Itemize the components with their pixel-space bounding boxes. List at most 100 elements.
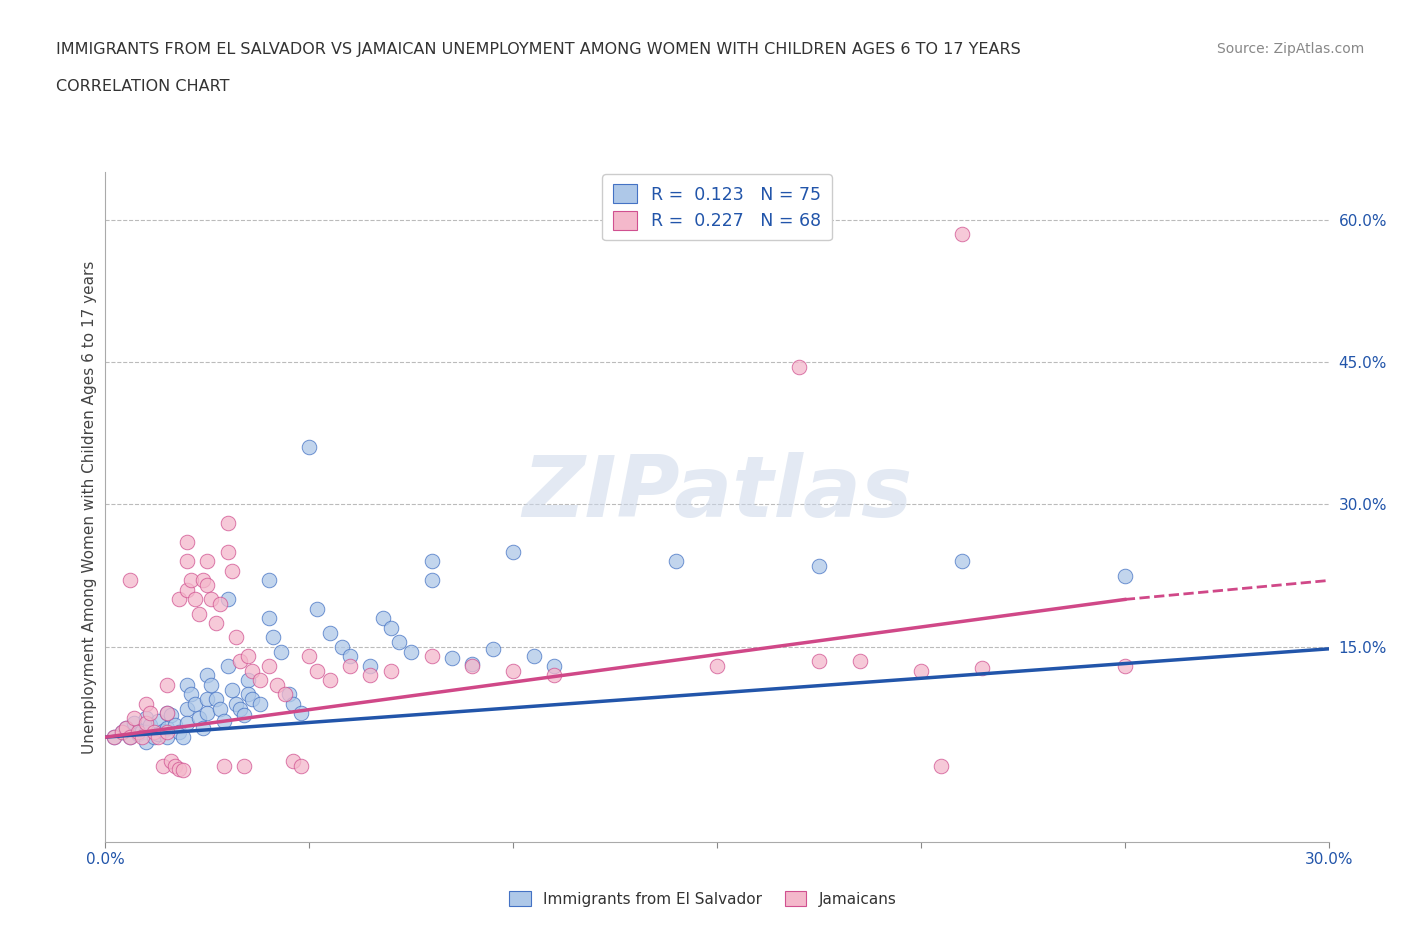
Point [950, 554, 973, 569]
Point [481, 642, 505, 657]
Point [156, 706, 179, 721]
Point [135, 725, 157, 740]
Point [188, 711, 211, 725]
Point [910, 663, 932, 678]
Point [180, 573, 202, 588]
Point [298, 440, 321, 455]
Point [388, 635, 411, 650]
Point [176, 677, 198, 692]
Text: Source: ZipAtlas.com: Source: ZipAtlas.com [1216, 42, 1364, 56]
Point [172, 763, 194, 777]
Point [172, 730, 194, 745]
Point [200, 592, 222, 607]
Point [380, 620, 402, 635]
Point [360, 668, 382, 683]
Point [118, 730, 141, 745]
Point [339, 658, 361, 673]
Point [240, 663, 263, 678]
Point [115, 720, 138, 735]
Point [318, 672, 342, 687]
Point [249, 697, 271, 711]
Point [193, 573, 215, 588]
Point [401, 644, 423, 659]
Point [163, 758, 186, 773]
Point [970, 660, 993, 675]
Point [262, 630, 284, 644]
Point [339, 649, 361, 664]
Point [1114, 658, 1136, 673]
Point [266, 677, 288, 692]
Legend: R =  0.123   N = 75, R =  0.227   N = 68: R = 0.123 N = 75, R = 0.227 N = 68 [603, 174, 831, 240]
Point [148, 727, 170, 742]
Point [249, 672, 271, 687]
Point [420, 649, 443, 664]
Point [229, 701, 252, 716]
Point [197, 706, 219, 721]
Point [290, 758, 312, 773]
Point [461, 658, 484, 673]
Point [148, 713, 170, 728]
Point [225, 630, 247, 644]
Point [204, 692, 226, 707]
Point [167, 761, 190, 776]
Point [307, 663, 329, 678]
Point [176, 715, 198, 730]
Point [156, 720, 179, 735]
Point [180, 687, 202, 702]
Point [143, 725, 166, 740]
Point [193, 720, 215, 735]
Point [167, 592, 190, 607]
Point [330, 640, 353, 655]
Point [543, 668, 565, 683]
Point [217, 658, 239, 673]
Point [420, 554, 443, 569]
Point [229, 654, 252, 669]
Y-axis label: Unemployment Among Women with Children Ages 6 to 17 years: Unemployment Among Women with Children A… [82, 260, 97, 753]
Point [176, 701, 198, 716]
Point [523, 649, 546, 664]
Point [461, 657, 484, 671]
Point [135, 735, 157, 750]
Point [176, 582, 198, 597]
Point [931, 758, 953, 773]
Point [950, 226, 973, 241]
Point [197, 554, 219, 569]
Point [236, 672, 260, 687]
Point [152, 758, 174, 773]
Point [118, 573, 141, 588]
Point [135, 711, 157, 725]
Point [236, 649, 260, 664]
Point [156, 677, 179, 692]
Point [212, 713, 235, 728]
Point [371, 611, 394, 626]
Point [360, 658, 382, 673]
Point [278, 687, 301, 702]
Point [159, 708, 181, 723]
Point [1114, 568, 1136, 583]
Point [111, 725, 134, 740]
Point [665, 554, 688, 569]
Point [281, 697, 304, 711]
Point [807, 559, 830, 574]
Point [131, 724, 153, 738]
Point [103, 730, 125, 745]
Point [159, 753, 181, 768]
Point [197, 578, 219, 592]
Text: CORRELATION CHART: CORRELATION CHART [56, 79, 229, 94]
Point [217, 516, 239, 531]
Point [441, 651, 464, 666]
Point [298, 649, 321, 664]
Point [380, 663, 402, 678]
Point [233, 758, 256, 773]
Point [274, 687, 297, 702]
Point [156, 730, 179, 745]
Point [131, 730, 153, 745]
Point [240, 692, 263, 707]
Point [152, 724, 174, 738]
Point [148, 730, 170, 745]
Point [502, 545, 524, 560]
Point [225, 697, 247, 711]
Point [204, 616, 226, 631]
Point [543, 658, 565, 673]
Point [270, 644, 292, 659]
